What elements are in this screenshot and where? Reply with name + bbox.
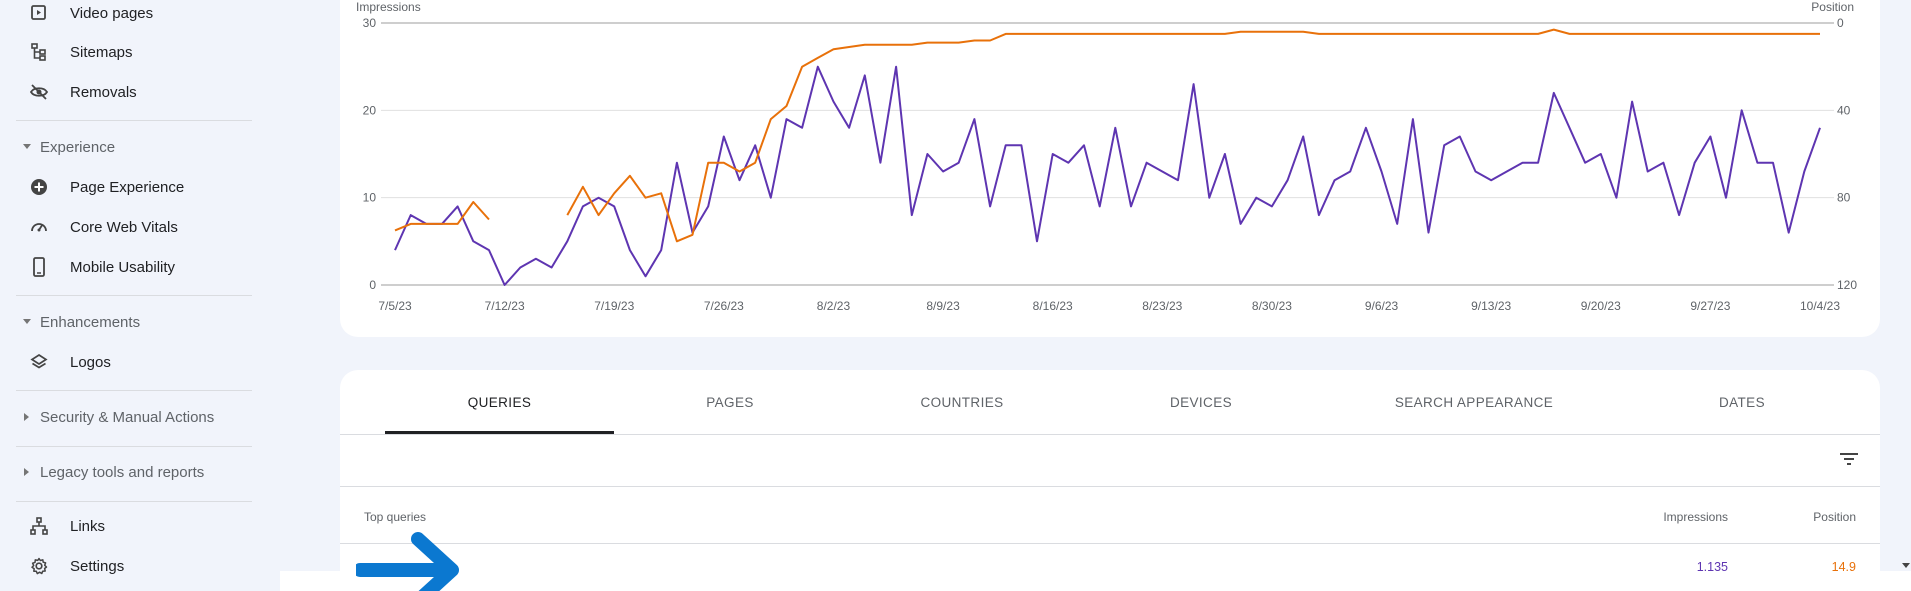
left-tick-label: 30: [363, 16, 377, 30]
sidebar-item-label: Page Experience: [70, 178, 185, 196]
sidebar-section-legacy[interactable]: Legacy tools and reports: [20, 461, 204, 483]
mobile-icon: [28, 256, 50, 278]
x-tick-label: 8/23/23: [1142, 299, 1182, 313]
column-header-top-queries[interactable]: Top queries: [364, 510, 427, 524]
sidebar-item-core-web-vitals[interactable]: Core Web Vitals: [28, 214, 178, 240]
caret-down-icon: [20, 315, 34, 329]
left-tick-label: 20: [363, 103, 377, 117]
x-tick-label: 9/20/23: [1581, 299, 1621, 313]
sidebar-item-page-experience[interactable]: Page Experience: [28, 174, 184, 200]
x-tick-label: 8/16/23: [1033, 299, 1073, 313]
sidebar-divider: [16, 120, 252, 121]
sidebar-item-label: Sitemaps: [70, 43, 133, 61]
layers-icon: [28, 351, 50, 373]
sidebar-section-experience[interactable]: Experience: [20, 136, 115, 158]
sidebar: Video pages Sitemaps Removals Experience…: [0, 0, 265, 591]
series-line-position: [394, 28, 1820, 243]
arrow-right-icon: [356, 532, 459, 591]
sidebar-item-removals[interactable]: Removals: [28, 79, 137, 105]
sidebar-item-sitemaps[interactable]: Sitemaps: [28, 39, 133, 65]
gauge-icon: [28, 216, 50, 238]
tab-countries[interactable]: COUNTRIES: [920, 395, 1004, 410]
tab-search-appearance[interactable]: SEARCH APPEARANCE: [1394, 395, 1554, 410]
x-tick-label: 8/2/23: [817, 299, 851, 313]
sidebar-section-label: Experience: [40, 138, 116, 156]
x-tick-label: 7/5/23: [378, 299, 412, 313]
gear-icon: [28, 555, 50, 577]
left-axis-label: Impressions: [356, 0, 421, 14]
x-tick-label: 10/4/23: [1800, 299, 1840, 313]
sidebar-section-label: Enhancements: [40, 313, 141, 331]
sidebar-item-label: Mobile Usability: [70, 258, 176, 276]
x-tick-label: 7/12/23: [485, 299, 525, 313]
sidebar-section-label: Legacy tools and reports: [40, 463, 205, 481]
report-table-card: QUERIES PAGES COUNTRIES DEVICES SEARCH A…: [340, 370, 1880, 591]
performance-chart: Impressions Position 0 10 20 30 0 40 80 120 7/5/…: [356, 0, 1857, 313]
sidebar-divider: [16, 501, 252, 502]
sidebar-item-label: Core Web Vitals: [70, 218, 178, 236]
page-experience-icon: [28, 176, 50, 198]
caret-down-icon: [20, 140, 34, 154]
sidebar-divider: [16, 295, 252, 296]
series-line-impressions: [394, 65, 1821, 286]
table-header-row: Top queries Impressions Position: [340, 487, 1880, 544]
scroll-down-icon[interactable]: [1901, 560, 1911, 570]
tab-queries[interactable]: QUERIES: [467, 395, 532, 410]
right-tick-label: 120: [1837, 278, 1857, 292]
sidebar-section-security[interactable]: Security & Manual Actions: [20, 406, 214, 428]
caret-right-icon: [20, 410, 34, 424]
removals-eye-off-icon: [28, 81, 50, 103]
sidebar-item-video-pages[interactable]: Video pages: [28, 0, 153, 26]
column-header-impressions[interactable]: Impressions: [1663, 510, 1728, 524]
right-tick-label: 0: [1837, 16, 1844, 30]
bottom-overlay-strip: [280, 571, 1911, 591]
sidebar-section-enhancements[interactable]: Enhancements: [20, 311, 140, 333]
x-tick-label: 8/9/23: [926, 299, 960, 313]
x-tick-label: 9/6/23: [1365, 299, 1399, 313]
sidebar-item-label: Video pages: [70, 4, 154, 22]
right-axis-label: Position: [1811, 0, 1854, 14]
caret-right-icon: [20, 465, 34, 479]
table-row[interactable]: 1.135 14.9: [340, 545, 1880, 591]
filter-button[interactable]: [1836, 448, 1862, 474]
sidebar-item-label: Logos: [70, 353, 111, 371]
sidebar-divider: [16, 390, 252, 391]
filter-row: [340, 435, 1880, 487]
links-icon: [28, 515, 50, 537]
performance-chart-card: [340, 0, 1880, 337]
active-tab-indicator: [385, 431, 614, 434]
filter-lines-icon: [1839, 452, 1859, 471]
sidebar-section-label: Security & Manual Actions: [40, 408, 215, 426]
column-header-position[interactable]: Position: [1813, 510, 1856, 524]
left-tick-label: 10: [363, 191, 377, 205]
impressions-cell: 1.135: [1696, 560, 1728, 574]
right-tick-label: 80: [1837, 191, 1851, 205]
x-tick-label: 9/13/23: [1471, 299, 1511, 313]
x-tick-label: 7/19/23: [594, 299, 634, 313]
sidebar-item-mobile-usability[interactable]: Mobile Usability: [28, 254, 175, 280]
left-tick-label: 0: [369, 278, 376, 292]
x-tick-label: 8/30/23: [1252, 299, 1292, 313]
position-cell: 14.9: [1831, 560, 1856, 574]
right-tick-label: 40: [1837, 103, 1851, 117]
tab-pages[interactable]: PAGES: [706, 395, 754, 410]
sidebar-item-label: Removals: [70, 83, 137, 101]
tab-devices[interactable]: DEVICES: [1169, 395, 1233, 410]
sitemap-icon: [28, 41, 50, 63]
sidebar-item-logos[interactable]: Logos: [28, 349, 111, 375]
video-pages-icon: [28, 2, 50, 24]
x-tick-label: 7/26/23: [704, 299, 744, 313]
sidebar-item-links[interactable]: Links: [28, 513, 105, 539]
sidebar-item-label: Links: [70, 517, 106, 535]
sidebar-item-label: Settings: [70, 557, 125, 575]
report-tabs: QUERIES PAGES COUNTRIES DEVICES SEARCH A…: [340, 370, 1880, 435]
sidebar-item-settings[interactable]: Settings: [28, 553, 124, 579]
sidebar-divider: [16, 446, 252, 447]
x-tick-label: 9/27/23: [1690, 299, 1730, 313]
tab-dates[interactable]: DATES: [1718, 395, 1765, 410]
